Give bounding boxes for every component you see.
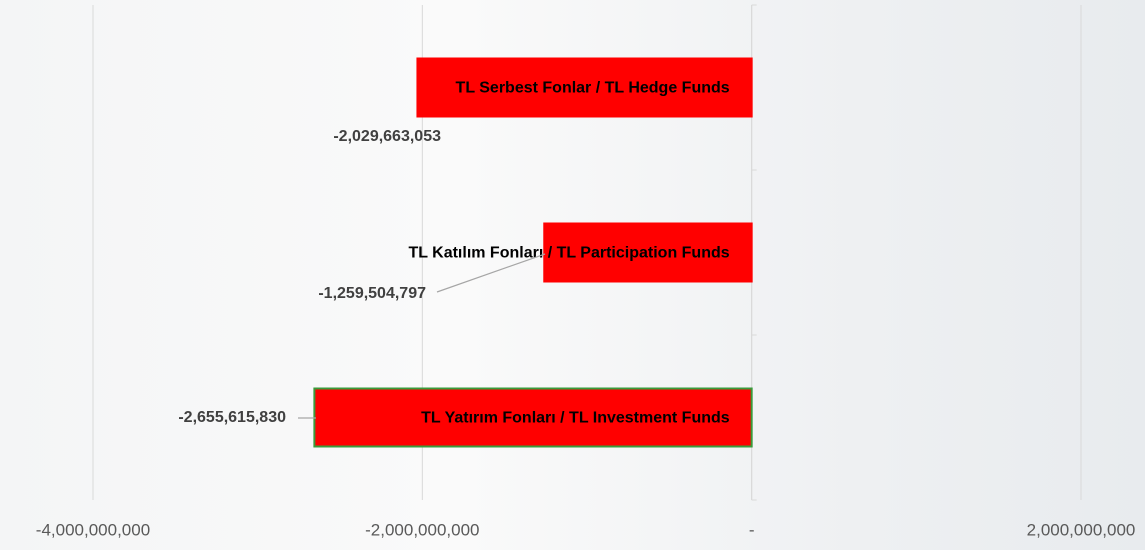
category-label: TL Yatırım Fonları / TL Investment Funds	[421, 410, 730, 427]
x-tick-label: -4,000,000,000	[36, 520, 150, 539]
bar	[543, 222, 753, 283]
value-label: -2,655,615,830	[178, 409, 286, 426]
value-label: -2,029,663,053	[333, 128, 441, 145]
category-label: TL Serbest Fonlar / TL Hedge Funds	[456, 80, 730, 97]
x-tick-label: -2,000,000,000	[365, 520, 479, 539]
x-tick-label: 2,000,000,000	[1027, 520, 1136, 539]
category-label: TL Katılım Fonları / TL Participation Fu…	[408, 245, 729, 262]
bar	[416, 57, 753, 118]
x-tick-label: -	[749, 520, 755, 539]
value-label: -1,259,504,797	[318, 285, 426, 302]
leader-line	[436, 253, 546, 293]
